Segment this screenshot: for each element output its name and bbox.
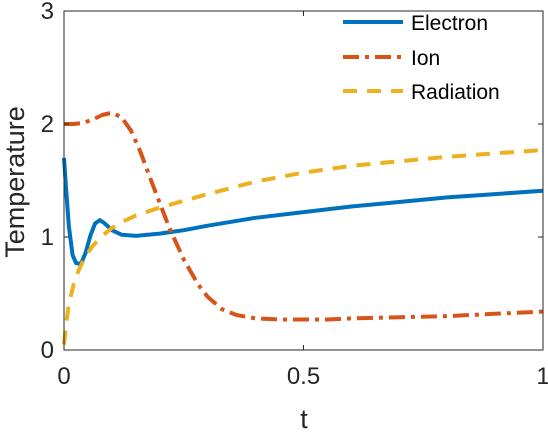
legend-label-ion: Ion: [411, 47, 440, 70]
x-tick-label: 0: [57, 363, 70, 390]
axes: [63, 10, 544, 351]
y-axis-label: Temperature: [0, 106, 30, 258]
series-layer: [62, 110, 544, 345]
tick-labels: 0 0.5 1 0 1 2 3: [41, 0, 548, 390]
x-axis-label: t: [300, 404, 308, 434]
y-tick-label: 3: [41, 0, 54, 25]
y-tick-label: 0: [41, 337, 54, 364]
series-line-radiation: [62, 148, 544, 345]
legend: Electron Ion Radiation: [343, 12, 500, 104]
plot-frame: [63, 10, 544, 351]
legend-label-electron: Electron: [411, 12, 488, 35]
series-line-electron: [62, 157, 544, 267]
y-tick-label: 2: [41, 111, 54, 138]
legend-label-radiation: Radiation: [411, 81, 500, 104]
x-tick-label: 1: [536, 363, 548, 390]
y-tick-label: 1: [41, 224, 54, 251]
x-tick-label: 0.5: [287, 363, 320, 390]
series-line-ion: [64, 110, 544, 322]
